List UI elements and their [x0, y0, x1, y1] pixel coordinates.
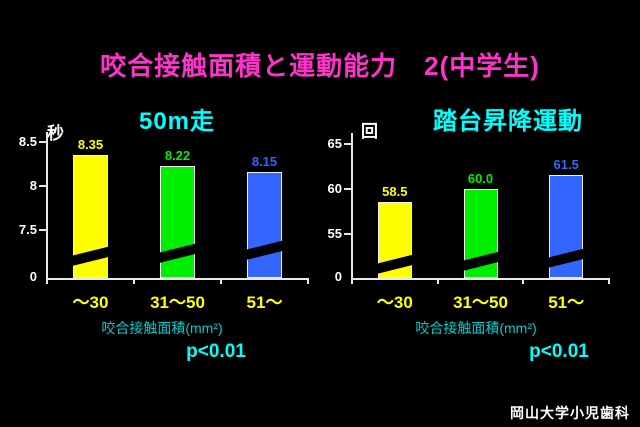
value-label: 8.15 [251, 154, 278, 170]
x-tick [133, 278, 135, 284]
axis-break-slash [455, 249, 508, 273]
y-tick [39, 184, 47, 187]
chart-title-label: 踏台昇降運動 [433, 108, 583, 135]
x-axis-line [351, 278, 610, 280]
bar [238, 172, 293, 278]
y-axis-line [351, 133, 353, 280]
value-label: 60.0 [467, 170, 494, 186]
y-axis-line [46, 132, 48, 280]
bar [369, 202, 423, 278]
category-label: 51～ [548, 293, 585, 312]
value-label: 8.22 [164, 148, 191, 164]
y-tick-label: 60 [327, 180, 342, 196]
y-tick-label: 55 [327, 225, 342, 241]
x-axis-title: 咬合接触面積(mm²) [415, 320, 537, 336]
x-axis-title: 咬合接触面積(mm²) [101, 320, 223, 336]
x-tick [522, 278, 525, 284]
category-label: ～30 [72, 293, 109, 312]
bar [64, 154, 119, 278]
x-tick [351, 278, 353, 284]
p-value-label: p<0.01 [529, 341, 589, 362]
bar [540, 175, 594, 278]
category-label: 31～50 [150, 293, 205, 312]
slide-title: 咬合接触面積と運動能力 2(中学生) [100, 51, 540, 81]
value-label: 8.35 [77, 136, 104, 152]
value-label: 61.5 [553, 157, 579, 172]
x-tick [307, 278, 309, 284]
y-tick [344, 187, 352, 190]
category-label: 31～50 [453, 293, 508, 312]
category-label: 51～ [246, 293, 283, 312]
y-tick [344, 142, 352, 145]
p-value-label: p<0.01 [186, 341, 246, 362]
y-tick [39, 228, 47, 231]
value-label: 58.5 [382, 184, 408, 199]
x-tick [46, 278, 48, 284]
y-tick-label: 7.5 [18, 221, 37, 237]
category-label: ～30 [376, 293, 413, 312]
x-tick [608, 278, 610, 284]
y-tick-label: 65 [327, 135, 342, 151]
y-tick [344, 232, 352, 235]
footer-credit: 岡山大学小児歯科 [510, 405, 630, 421]
chart-title-label: 50m走 [138, 108, 216, 135]
y-tick [39, 140, 47, 143]
x-tick [436, 278, 439, 284]
y-axis-unit-label: 秒 [47, 124, 64, 143]
y-axis-unit-label: 回 [361, 122, 378, 141]
y-tick-label: 8.5 [18, 133, 37, 149]
y-tick-label-zero: 0 [29, 269, 37, 284]
axis-break-slash [369, 252, 423, 276]
x-tick [220, 278, 222, 284]
y-tick-label-zero: 0 [334, 269, 342, 284]
axis-break-slash [540, 246, 594, 270]
bar [151, 166, 206, 278]
x-axis-line [46, 278, 309, 280]
y-tick-label: 8 [29, 177, 37, 193]
bar [455, 188, 508, 278]
